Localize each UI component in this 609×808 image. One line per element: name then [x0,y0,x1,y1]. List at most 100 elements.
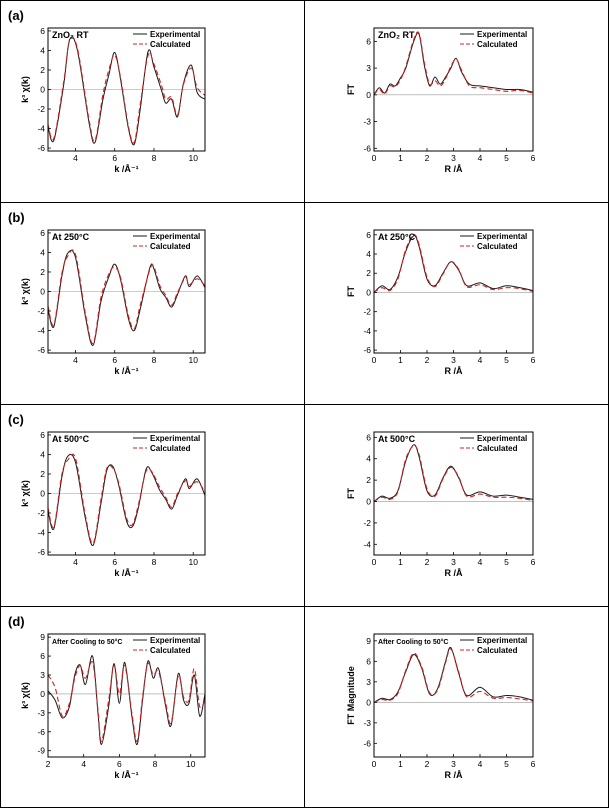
x-tick-label: 6 [531,557,536,567]
x-axis-label: R /Å [445,770,464,780]
legend-label-experimental: Experimental [150,232,200,241]
legend-label-calculated: Calculated [150,40,191,49]
x-tick-label: 4 [73,355,78,365]
y-tick-label: 2 [40,469,45,479]
series-line-calculated [48,453,205,544]
y-tick-label: 3 [366,63,371,73]
y-tick-label: -9 [37,746,45,756]
x-axis-label: R /Å [445,366,464,376]
x-tick-label: 5 [504,355,509,365]
y-tick-label: -2 [37,104,45,114]
y-tick-label: 6 [366,230,371,240]
legend-label-calculated: Calculated [477,242,518,251]
x-tick-label: 5 [504,759,509,769]
series-line-calculated [374,31,533,96]
series-line-calculated [374,648,533,703]
x-axis-label: k /Å⁻¹ [114,164,138,174]
y-tick-label: -3 [363,117,371,127]
y-tick-label: 3 [366,677,371,687]
legend-label-calculated: Calculated [150,646,191,655]
x-tick-label: 10 [188,153,198,163]
series-line-calculated [48,36,205,144]
x-tick-label: 0 [372,355,377,365]
plot-chi-3: 2 4 6 8 10 -9 -6 -3 0 3 6 9 k /Å⁻¹ k³ χ(k) After Cooli… [20,632,206,780]
y-tick-label: -2 [37,306,45,316]
panel-annotation: After Cooling to 50°C [378,638,448,646]
y-tick-label: -2 [37,508,45,518]
y-tick-label: -4 [37,528,45,538]
y-tick-label: 2 [40,65,45,75]
panel-annotation: At 500°C [52,434,90,444]
x-tick-label: 0 [372,153,377,163]
panel-label: (b) [8,210,25,225]
panel-annotation: ZnO₂ RT [378,30,415,40]
y-axis-label: k³ χ(k) [20,278,30,305]
series-line-calculated [48,660,205,742]
y-tick-label: -4 [37,326,45,336]
x-tick-label: 6 [531,355,536,365]
legend-label-experimental: Experimental [150,434,200,443]
y-tick-label: 9 [366,636,371,646]
panel-label: (a) [8,8,24,23]
panel-annotation: At 500°C [378,434,416,444]
y-tick-label: 6 [366,432,371,442]
x-tick-label: 10 [186,759,196,769]
x-tick-label: 5 [504,557,509,567]
y-tick-label: 2 [40,267,45,277]
series-line-experimental [48,655,205,745]
x-tick-label: 6 [112,355,117,365]
y-tick-label: -4 [363,539,371,549]
panel-label: (c) [8,412,24,427]
plot-frame [47,633,206,758]
y-tick-label: 0 [366,497,371,507]
x-tick-label: 10 [188,355,198,365]
y-axis-label: FT [346,286,356,297]
y-tick-label: 6 [40,651,45,661]
x-tick-label: 6 [112,557,117,567]
legend-label-calculated: Calculated [150,242,191,251]
x-tick-label: 0 [372,557,377,567]
panel-annotation: At 250°C [52,232,90,242]
series-line-experimental [48,36,205,146]
legend-label-calculated: Calculated [477,444,518,453]
legend-label-experimental: Experimental [150,636,200,645]
y-tick-label: 0 [40,85,45,95]
y-axis-label: k³ χ(k) [20,682,30,709]
y-tick-label: 4 [366,249,371,259]
y-tick-label: 0 [40,689,45,699]
y-tick-label: 4 [40,449,45,459]
x-axis-label: k /Å⁻¹ [114,770,138,780]
y-tick-label: 0 [366,287,371,297]
x-tick-label: 4 [73,557,78,567]
x-tick-label: 4 [478,557,483,567]
y-tick-label: -6 [37,727,45,737]
y-tick-label: -6 [363,738,371,748]
y-tick-label: -4 [37,124,45,134]
y-tick-label: 6 [366,656,371,666]
y-tick-label: 9 [40,632,45,642]
y-tick-label: 2 [366,475,371,485]
x-tick-label: 8 [152,557,157,567]
x-tick-label: 2 [425,759,430,769]
legend-label-experimental: Experimental [477,30,527,39]
x-tick-label: 1 [398,557,403,567]
y-tick-label: 6 [40,430,45,440]
plot-ft-1: 0 1 2 3 4 5 6 -6 -4 -2 0 2 4 6 R /Å FT At 250°C Experimen… [346,229,536,376]
panel-label: (d) [8,614,25,629]
legend-label-experimental: Experimental [477,636,527,645]
x-tick-label: 3 [451,759,456,769]
x-axis-label: R /Å [445,568,464,578]
y-tick-label: 0 [40,489,45,499]
y-tick-label: 0 [366,90,371,100]
y-tick-label: -6 [363,345,371,355]
x-tick-label: 8 [152,355,157,365]
series-line-experimental [48,453,205,546]
series-line-calculated [374,234,533,293]
